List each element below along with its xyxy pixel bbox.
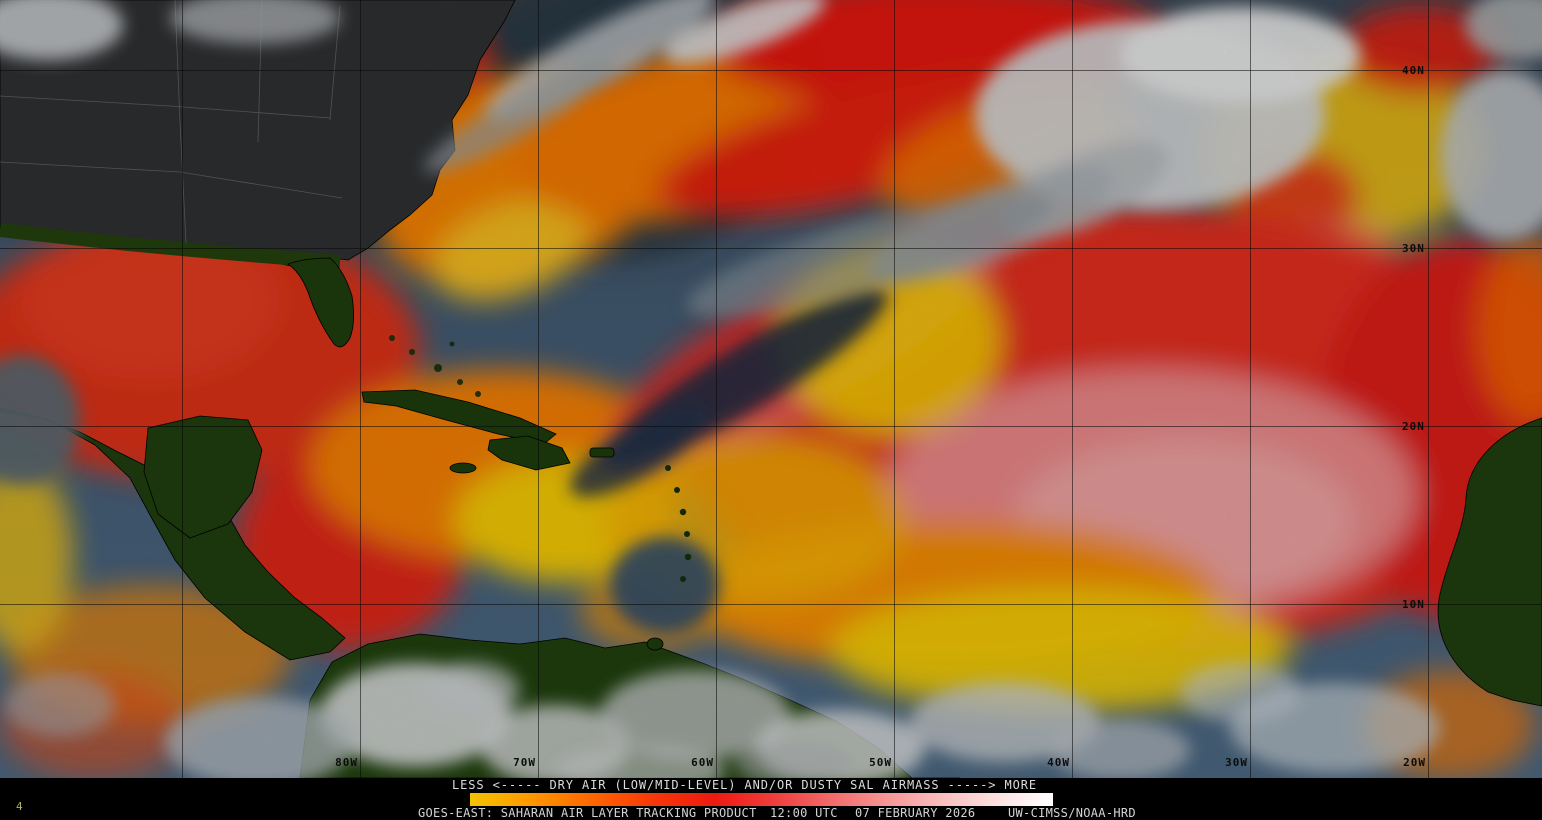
longitude-label-20W: 20W bbox=[1403, 756, 1426, 769]
longitude-label-40W: 40W bbox=[1047, 756, 1070, 769]
longitude-label-30W: 30W bbox=[1225, 756, 1248, 769]
latitude-label-30N: 30N bbox=[1402, 242, 1425, 255]
longitude-label-50W: 50W bbox=[869, 756, 892, 769]
latitude-label-10N: 10N bbox=[1402, 598, 1425, 611]
valid-time-text: 12:00 UTC bbox=[770, 806, 838, 820]
latitude-label-20N: 20N bbox=[1402, 420, 1425, 433]
image-grain-texture bbox=[0, 0, 1542, 778]
meridian-line-90W bbox=[182, 0, 183, 778]
legend-bar: LESS <----- DRY AIR (LOW/MID-LEVEL) AND/… bbox=[0, 778, 1542, 820]
parallel-line-10N bbox=[0, 604, 1542, 605]
product-source-text: GOES-EAST: SAHARAN AIR LAYER TRACKING PR… bbox=[418, 806, 757, 820]
parallel-line-30N bbox=[0, 248, 1542, 249]
credit-text: UW-CIMSS/NOAA-HRD bbox=[1008, 806, 1136, 820]
meridian-line-20W bbox=[1428, 0, 1429, 778]
colorbar-title: LESS <----- DRY AIR (LOW/MID-LEVEL) AND/… bbox=[452, 778, 1037, 792]
latitude-label-40N: 40N bbox=[1402, 64, 1425, 77]
meridian-line-60W bbox=[716, 0, 717, 778]
meridian-line-80W bbox=[360, 0, 361, 778]
meridian-line-30W bbox=[1250, 0, 1251, 778]
frame-indicator: 4 bbox=[16, 800, 23, 813]
meridian-line-40W bbox=[1072, 0, 1073, 778]
meridian-line-70W bbox=[538, 0, 539, 778]
dry-air-colorbar bbox=[470, 793, 1053, 806]
valid-date-text: 07 FEBRUARY 2026 bbox=[855, 806, 976, 820]
satellite-imagery bbox=[0, 0, 1542, 778]
longitude-label-70W: 70W bbox=[513, 756, 536, 769]
longitude-label-60W: 60W bbox=[691, 756, 714, 769]
meridian-line-50W bbox=[894, 0, 895, 778]
satellite-map: 80W 70W 60W 50W 40W 30W 20W 40N 30N 20N 10N bbox=[0, 0, 1542, 778]
parallel-line-40N bbox=[0, 70, 1542, 71]
parallel-line-20N bbox=[0, 426, 1542, 427]
longitude-label-80W: 80W bbox=[335, 756, 358, 769]
